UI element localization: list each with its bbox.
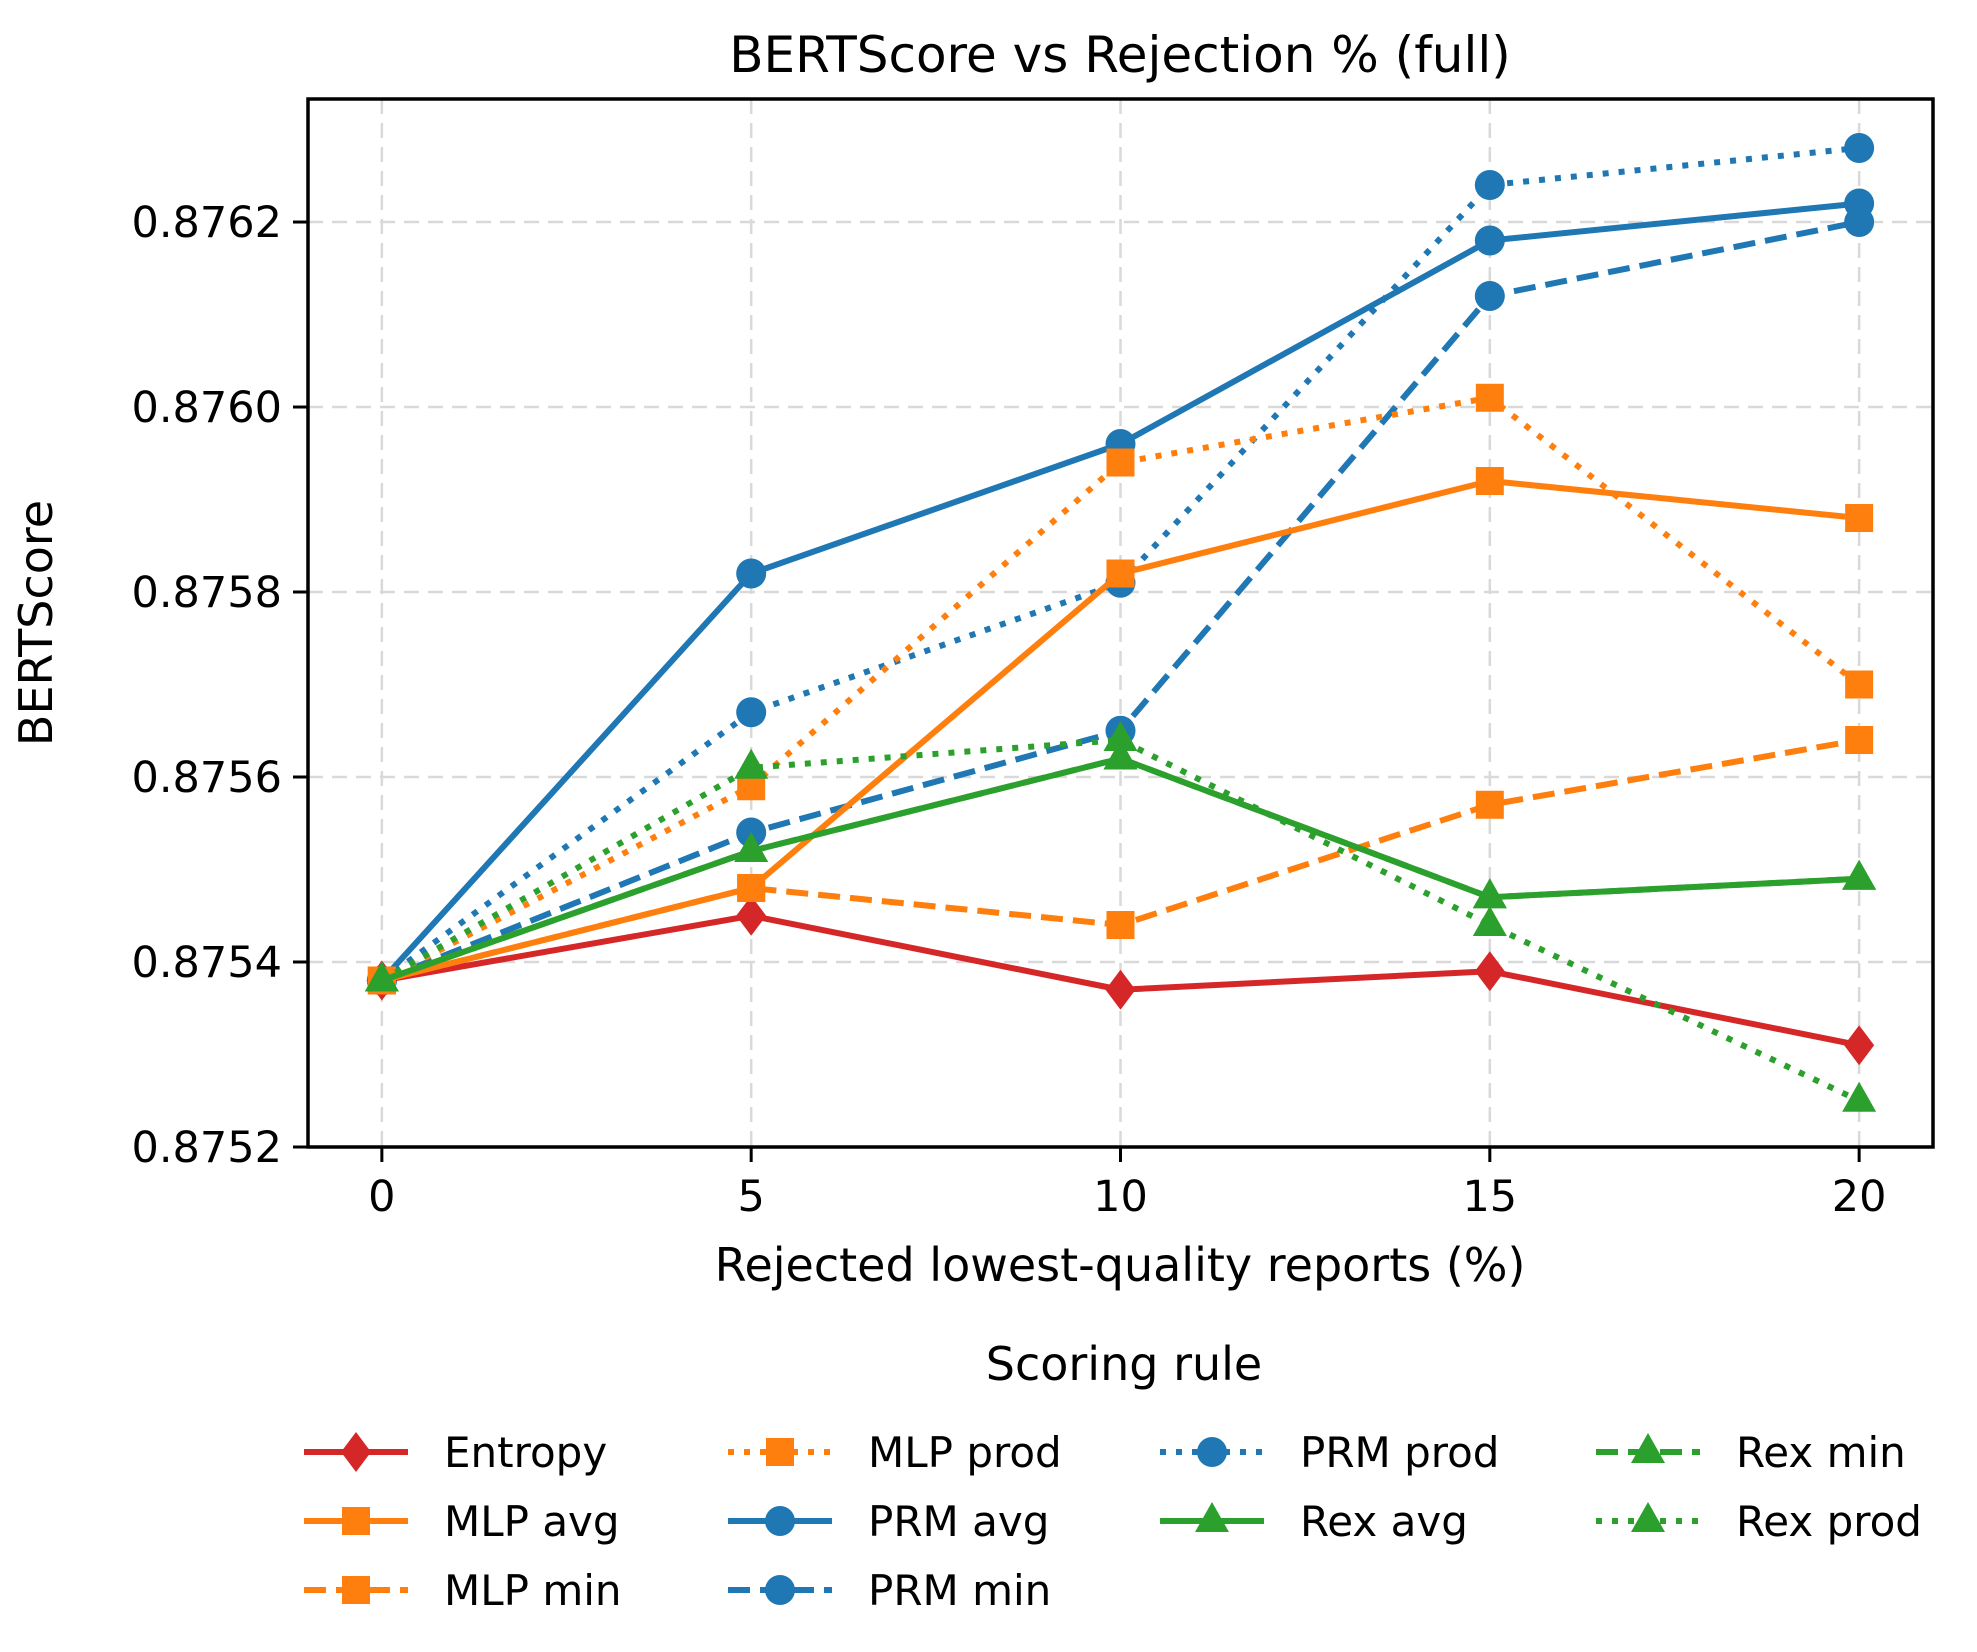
marker-entropy-x20 — [1844, 1025, 1875, 1066]
y-tick-label-0.8754: 0.8754 — [132, 938, 282, 988]
marker-mlp-avg-x20 — [1845, 504, 1874, 533]
marker-prm-prod-x20 — [1844, 133, 1875, 164]
legend-label-entropy: Entropy — [444, 1428, 607, 1477]
legend-marker-prm-min — [765, 1575, 795, 1605]
marker-rex-prod-x5 — [734, 748, 769, 779]
legend-marker-mlp-prod — [766, 1438, 794, 1466]
marker-prm-min-x20 — [1844, 207, 1875, 238]
x-tick-label-10: 10 — [1093, 1172, 1148, 1222]
legend-label-rex-min: Rex min — [1736, 1428, 1906, 1477]
marker-rex-min-x5 — [734, 832, 769, 863]
legend-label-rex-avg: Rex avg — [1300, 1497, 1468, 1546]
marker-mlp-avg-x10 — [1106, 559, 1135, 588]
legend-label-prm-avg: PRM avg — [868, 1497, 1049, 1546]
x-tick-label-20: 20 — [1832, 1172, 1887, 1222]
y-tick-label-0.8758: 0.8758 — [132, 568, 282, 618]
x-axis-label: Rejected lowest-quality reports (%) — [715, 1238, 1526, 1292]
marker-rex-prod-x15 — [1472, 906, 1507, 937]
y-tick-label-0.8756: 0.8756 — [132, 753, 282, 803]
marker-prm-prod-x15 — [1474, 170, 1505, 201]
marker-rex-prod-x0 — [364, 961, 399, 992]
legend-label-rex-prod: Rex prod — [1736, 1497, 1922, 1546]
legend-label-prm-prod: PRM prod — [1300, 1428, 1499, 1477]
marker-prm-min-x15 — [1474, 281, 1505, 312]
legend-marker-rex-prod — [1631, 1502, 1665, 1532]
y-axis-label: BERTScore — [9, 500, 63, 746]
legend-label-mlp-min: MLP min — [444, 1566, 622, 1615]
legend-label-prm-min: PRM min — [868, 1566, 1051, 1615]
x-tick-label-15: 15 — [1462, 1172, 1517, 1222]
series-line-rex-prod — [380, 737, 1861, 1104]
marker-mlp-min-x20 — [1845, 726, 1874, 755]
series-line-prm-prod — [380, 145, 1860, 983]
y-tick-label-0.8760: 0.8760 — [132, 383, 282, 433]
marker-mlp-avg-x15 — [1475, 467, 1504, 496]
marker-entropy-x5 — [736, 895, 767, 936]
marker-prm-prod-x5 — [736, 697, 767, 728]
legend-label-mlp-prod: MLP prod — [868, 1428, 1062, 1477]
marker-rex-prod-x20 — [1842, 1081, 1877, 1112]
marker-mlp-min-x5 — [737, 874, 766, 903]
marker-rex-min-x15 — [1472, 878, 1507, 909]
y-tick-label-0.8762: 0.8762 — [132, 198, 282, 248]
marker-mlp-prod-x20 — [1845, 670, 1874, 699]
marker-prm-avg-x15 — [1474, 225, 1505, 256]
x-tick-label-5: 5 — [738, 1172, 765, 1222]
legend-marker-rex-min — [1631, 1433, 1665, 1463]
x-tick-label-0: 0 — [368, 1172, 395, 1222]
marker-rex-min-x10 — [1103, 739, 1138, 770]
legend-marker-entropy — [341, 1432, 371, 1472]
marker-mlp-prod-x10 — [1106, 448, 1135, 477]
legend-marker-prm-prod — [1197, 1437, 1227, 1467]
legend-marker-mlp-min — [342, 1576, 370, 1604]
chart-title: BERTScore vs Rejection % (full) — [729, 26, 1511, 84]
legend-marker-prm-avg — [765, 1506, 795, 1536]
marker-mlp-min-x15 — [1475, 790, 1504, 819]
legend-marker-mlp-avg — [342, 1507, 370, 1535]
marker-mlp-min-x10 — [1106, 911, 1135, 940]
marker-rex-prod-x10 — [1103, 721, 1138, 752]
marker-mlp-prod-x15 — [1475, 383, 1504, 412]
legend-marker-rex-avg — [1195, 1502, 1229, 1532]
legend-label-mlp-avg: MLP avg — [444, 1497, 620, 1546]
legend-title: Scoring rule — [986, 1337, 1262, 1391]
marker-prm-avg-x5 — [736, 558, 767, 589]
y-tick-label-0.8752: 0.8752 — [132, 1123, 282, 1173]
marker-rex-min-x20 — [1842, 859, 1877, 890]
marker-entropy-x15 — [1474, 951, 1505, 992]
marker-entropy-x10 — [1105, 969, 1136, 1010]
